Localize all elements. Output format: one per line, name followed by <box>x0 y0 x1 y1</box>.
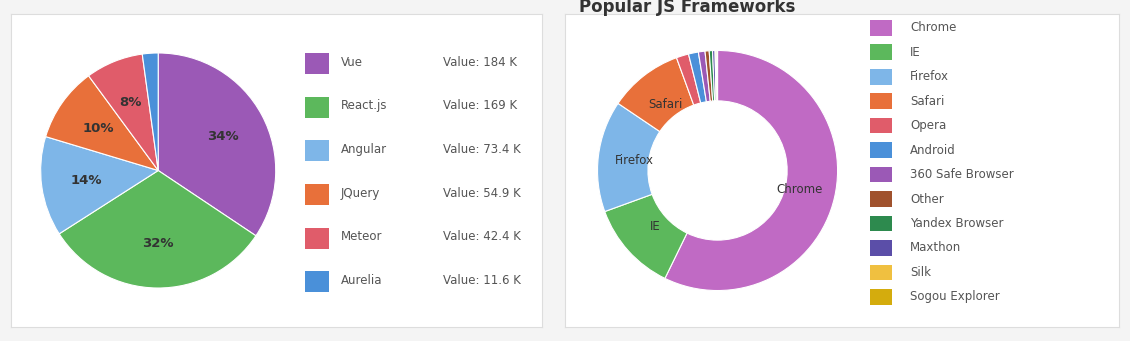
Text: 10%: 10% <box>82 122 114 135</box>
Wedge shape <box>59 170 255 288</box>
Wedge shape <box>688 52 706 103</box>
Wedge shape <box>664 50 837 291</box>
FancyBboxPatch shape <box>305 97 329 118</box>
Text: Meteor: Meteor <box>341 230 382 243</box>
Text: Value: 184 K: Value: 184 K <box>443 56 516 69</box>
Wedge shape <box>716 50 718 101</box>
FancyBboxPatch shape <box>305 227 329 249</box>
Text: Value: 42.4 K: Value: 42.4 K <box>443 230 521 243</box>
Text: Safari: Safari <box>649 98 683 111</box>
FancyBboxPatch shape <box>870 167 893 182</box>
Text: Maxthon: Maxthon <box>910 241 962 254</box>
FancyBboxPatch shape <box>305 140 329 162</box>
Wedge shape <box>45 76 158 170</box>
Wedge shape <box>88 54 158 170</box>
Text: Chrome: Chrome <box>910 21 956 34</box>
Wedge shape <box>698 51 711 102</box>
Text: React.js: React.js <box>341 100 388 113</box>
Text: Vue: Vue <box>341 56 363 69</box>
Wedge shape <box>715 50 716 101</box>
FancyBboxPatch shape <box>870 265 893 280</box>
Text: Value: 73.4 K: Value: 73.4 K <box>443 143 521 156</box>
Wedge shape <box>598 103 660 211</box>
FancyBboxPatch shape <box>870 118 893 133</box>
Text: 34%: 34% <box>207 130 238 143</box>
Text: Firefox: Firefox <box>910 70 949 83</box>
Wedge shape <box>158 53 276 236</box>
FancyBboxPatch shape <box>305 54 329 74</box>
Text: Silk: Silk <box>910 266 931 279</box>
Text: Android: Android <box>910 144 956 157</box>
Wedge shape <box>705 51 713 101</box>
FancyBboxPatch shape <box>870 69 893 85</box>
Wedge shape <box>41 137 158 234</box>
FancyBboxPatch shape <box>305 184 329 205</box>
Text: Opera: Opera <box>910 119 946 132</box>
FancyBboxPatch shape <box>305 271 329 292</box>
Text: Sogou Explorer: Sogou Explorer <box>910 291 1000 303</box>
FancyBboxPatch shape <box>870 240 893 256</box>
Wedge shape <box>605 194 687 278</box>
Text: JQuery: JQuery <box>341 187 380 199</box>
Text: 360 Safe Browser: 360 Safe Browser <box>910 168 1014 181</box>
Text: Yandex Browser: Yandex Browser <box>910 217 1003 230</box>
Text: Value: 169 K: Value: 169 K <box>443 100 516 113</box>
FancyBboxPatch shape <box>870 20 893 35</box>
FancyBboxPatch shape <box>870 289 893 305</box>
FancyBboxPatch shape <box>870 142 893 158</box>
FancyBboxPatch shape <box>870 44 893 60</box>
Text: 14%: 14% <box>70 174 102 187</box>
Wedge shape <box>713 50 716 101</box>
Text: IE: IE <box>650 220 660 233</box>
Wedge shape <box>710 50 714 101</box>
Text: Angular: Angular <box>341 143 386 156</box>
Text: Aurelia: Aurelia <box>341 273 382 286</box>
Text: Other: Other <box>910 193 944 206</box>
Text: Value: 54.9 K: Value: 54.9 K <box>443 187 521 199</box>
Wedge shape <box>618 58 694 132</box>
Wedge shape <box>142 53 158 170</box>
Text: Safari: Safari <box>910 95 945 108</box>
Text: Value: 11.6 K: Value: 11.6 K <box>443 273 521 286</box>
FancyBboxPatch shape <box>870 216 893 231</box>
Text: 8%: 8% <box>120 97 142 109</box>
Text: Firefox: Firefox <box>615 154 653 167</box>
FancyBboxPatch shape <box>870 93 893 109</box>
Title: Popular JS Frameworks: Popular JS Frameworks <box>579 0 796 16</box>
Wedge shape <box>677 54 701 105</box>
Text: 32%: 32% <box>141 237 173 250</box>
Text: Chrome: Chrome <box>776 183 823 196</box>
Text: IE: IE <box>910 46 921 59</box>
FancyBboxPatch shape <box>870 191 893 207</box>
